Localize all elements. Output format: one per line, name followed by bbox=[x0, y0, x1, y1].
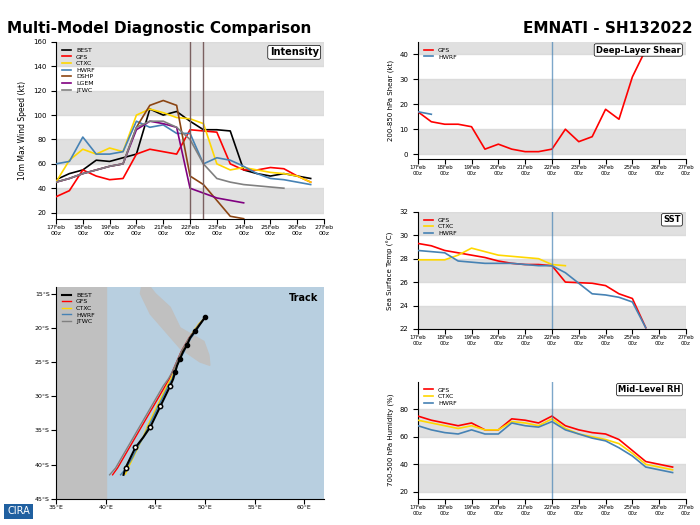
Polygon shape bbox=[56, 259, 116, 328]
Legend: BEST, GFS, CTXC, HWRF, JTWC: BEST, GFS, CTXC, HWRF, JTWC bbox=[59, 290, 97, 327]
Y-axis label: 200-850 hPa Shear (kt): 200-850 hPa Shear (kt) bbox=[387, 60, 393, 141]
Bar bbox=[418, 212, 686, 235]
Text: Deep-Layer Shear: Deep-Layer Shear bbox=[596, 46, 680, 55]
Bar bbox=[56, 91, 324, 115]
Bar bbox=[418, 409, 686, 437]
Legend: BEST, GFS, CTXC, HWRF, DSHP, LGEM, JTWC: BEST, GFS, CTXC, HWRF, DSHP, LGEM, JTWC bbox=[59, 45, 97, 95]
Bar bbox=[418, 129, 686, 154]
Legend: GFS, CTXC, HWRF: GFS, CTXC, HWRF bbox=[421, 215, 459, 238]
Y-axis label: 700-500 hPa Humidity (%): 700-500 hPa Humidity (%) bbox=[387, 394, 393, 487]
Polygon shape bbox=[141, 277, 210, 365]
Y-axis label: Sea Surface Temp (°C): Sea Surface Temp (°C) bbox=[386, 231, 393, 310]
Text: Track: Track bbox=[289, 293, 318, 303]
Bar bbox=[56, 140, 324, 164]
Bar bbox=[418, 464, 686, 492]
Legend: GFS, CTXC, HWRF: GFS, CTXC, HWRF bbox=[421, 385, 459, 408]
Bar bbox=[56, 42, 324, 66]
Bar bbox=[418, 259, 686, 282]
Bar bbox=[418, 306, 686, 329]
Text: CIRA: CIRA bbox=[7, 507, 29, 517]
Polygon shape bbox=[56, 259, 106, 499]
Bar bbox=[418, 79, 686, 104]
Legend: GFS, HWRF: GFS, HWRF bbox=[421, 45, 459, 62]
Text: SST: SST bbox=[663, 215, 680, 224]
Text: Intensity: Intensity bbox=[270, 47, 318, 57]
Y-axis label: 10m Max Wind Speed (kt): 10m Max Wind Speed (kt) bbox=[18, 81, 27, 180]
Bar bbox=[418, 29, 686, 55]
Text: EMNATI - SH132022: EMNATI - SH132022 bbox=[524, 21, 693, 36]
Bar bbox=[56, 188, 324, 213]
Text: Mid-Level RH: Mid-Level RH bbox=[618, 385, 680, 394]
Text: Multi-Model Diagnostic Comparison: Multi-Model Diagnostic Comparison bbox=[7, 21, 312, 36]
